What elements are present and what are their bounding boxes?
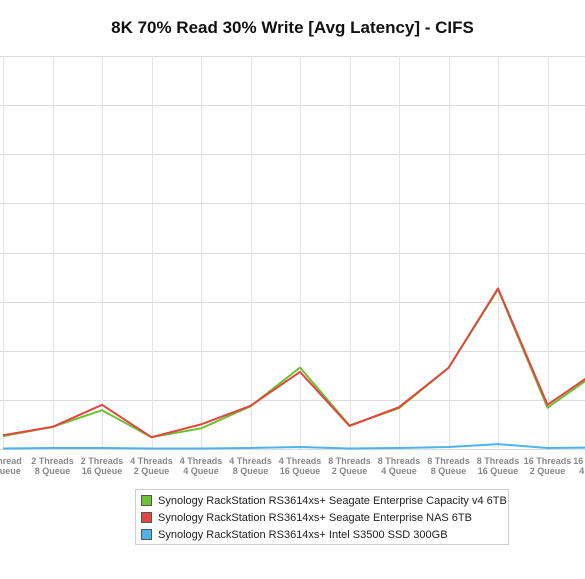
series-line-0: [2, 288, 585, 439]
series-line-2: [2, 443, 585, 450]
x-tick-label: 8 Threads 16 Queue: [477, 456, 520, 476]
legend-label: Synology RackStation RS3614xs+ Seagate E…: [158, 494, 507, 507]
legend-label: Synology RackStation RS3614xs+ Seagate E…: [158, 511, 472, 524]
x-tick-label: 8 Threads 2 Queue: [328, 456, 371, 476]
x-tick-label: 4 Threads 2 Queue: [130, 456, 173, 476]
series-lines: [2, 287, 585, 450]
x-tick-label: 1 Thread1 Queue: [0, 456, 22, 476]
x-tick-label: 4 Threads 4 Queue: [180, 456, 223, 476]
x-tick-label: 2 Threads 16 Queue: [81, 456, 124, 476]
legend-item-intel-ssd: Synology RackStation RS3614xs+ Intel S35…: [141, 526, 502, 543]
chart-title: 8K 70% Read 30% Write [Avg Latency] - CI…: [111, 18, 474, 37]
legend-item-capacity-v4: Synology RackStation RS3614xs+ Seagate E…: [141, 492, 507, 509]
x-tick-label: 4 Threads 8 Queue: [229, 456, 272, 476]
chart-legend: Synology RackStation RS3614xs+ Seagate E…: [135, 489, 509, 545]
grid-lines: [0, 56, 585, 450]
x-tick-label: 8 Threads 8 Queue: [427, 456, 470, 476]
legend-swatch-green: [141, 495, 152, 506]
x-tick-label: 2 Threads 8 Queue: [31, 456, 74, 476]
x-tick-label: 16 Threads 2 Queue: [524, 456, 572, 476]
legend-item-enterprise-nas: Synology RackStation RS3614xs+ Seagate E…: [141, 509, 502, 526]
legend-swatch-red: [141, 512, 152, 523]
x-tick-label: 4 Threads 16 Queue: [279, 456, 322, 476]
legend-label: Synology RackStation RS3614xs+ Intel S35…: [158, 528, 448, 541]
legend-swatch-blue: [141, 529, 152, 540]
x-tick-label: 8 Threads 4 Queue: [378, 456, 421, 476]
series-line-1: [2, 287, 585, 439]
